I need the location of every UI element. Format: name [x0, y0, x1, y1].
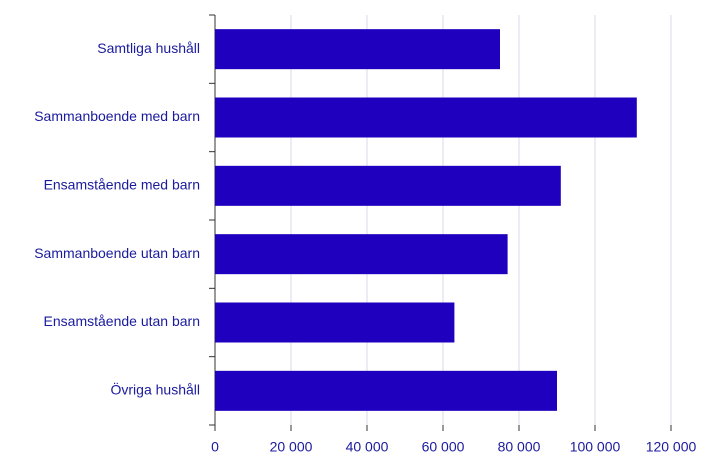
x-tick-label: 20 000 — [270, 439, 313, 455]
bar — [215, 165, 561, 206]
x-tick-label: 40 000 — [346, 439, 389, 455]
y-tick-label: Samtliga hushåll — [97, 40, 200, 56]
y-tick-label: Övriga hushåll — [111, 381, 201, 398]
x-tick-label: 60 000 — [422, 439, 465, 455]
y-tick-label: Sammanboende med barn — [34, 108, 200, 124]
bar — [215, 370, 557, 411]
bar — [215, 302, 455, 343]
x-tick-label: 100 000 — [570, 439, 621, 455]
y-tick-label: Ensamstående med barn — [44, 177, 200, 193]
y-tick-label: Ensamstående utan barn — [44, 313, 200, 329]
bar — [215, 234, 508, 275]
bar — [215, 29, 500, 70]
y-tick-label: Sammanboende utan barn — [34, 245, 200, 261]
bar — [215, 97, 637, 138]
x-tick-label: 0 — [211, 439, 219, 455]
x-tick-label: 120 000 — [646, 439, 697, 455]
x-tick-label: 80 000 — [498, 439, 541, 455]
